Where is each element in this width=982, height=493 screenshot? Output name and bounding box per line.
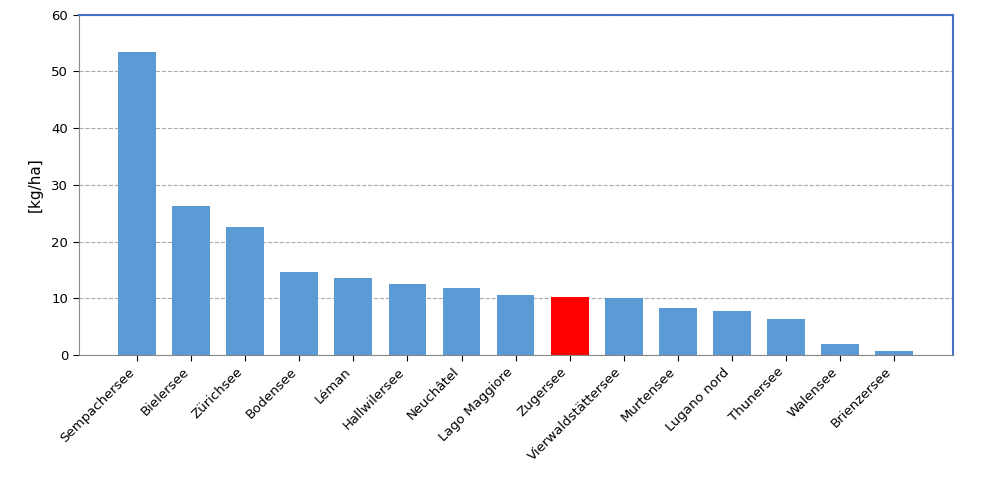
Bar (605, 298, 642, 355)
Y-axis label: [kg/ha]: [kg/ha] (27, 157, 43, 212)
Bar (335, 278, 372, 355)
Bar (821, 344, 859, 355)
Bar (875, 351, 913, 355)
Bar (551, 297, 588, 355)
Bar (713, 311, 750, 355)
Bar (767, 318, 804, 355)
Bar (443, 288, 480, 355)
Bar (659, 308, 696, 355)
Bar (227, 227, 264, 355)
Bar (389, 284, 426, 355)
Bar (497, 295, 534, 355)
Bar (118, 52, 156, 355)
Bar (281, 272, 318, 355)
Bar (172, 207, 210, 355)
